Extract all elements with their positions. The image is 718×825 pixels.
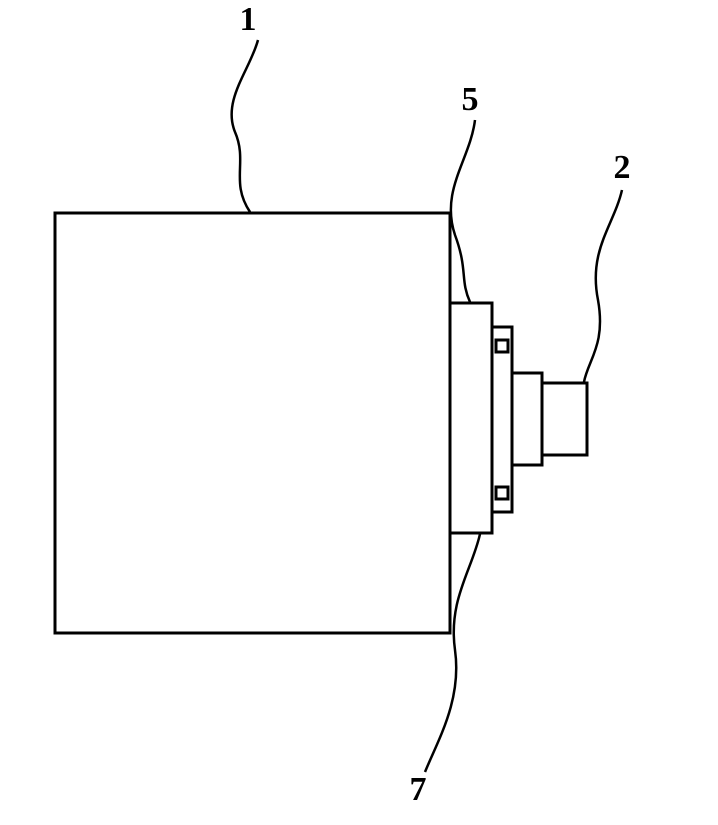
lead-line-1 [232,40,258,212]
component-shaft-base [512,373,542,465]
component-housing [450,303,492,533]
callout-label-7: 7 [410,771,427,808]
callout-label-2: 2 [614,149,631,186]
callout-label-5: 5 [462,81,479,118]
component-shaft [542,383,587,455]
lead-line-2 [584,190,622,382]
lead-line-5 [451,120,475,302]
callout-label-1: 1 [240,1,257,38]
component-flange [492,327,512,512]
component-bolt-top [496,340,508,352]
component-body [55,213,450,633]
component-bolt-bottom [496,487,508,499]
lead-line-7 [425,534,480,772]
